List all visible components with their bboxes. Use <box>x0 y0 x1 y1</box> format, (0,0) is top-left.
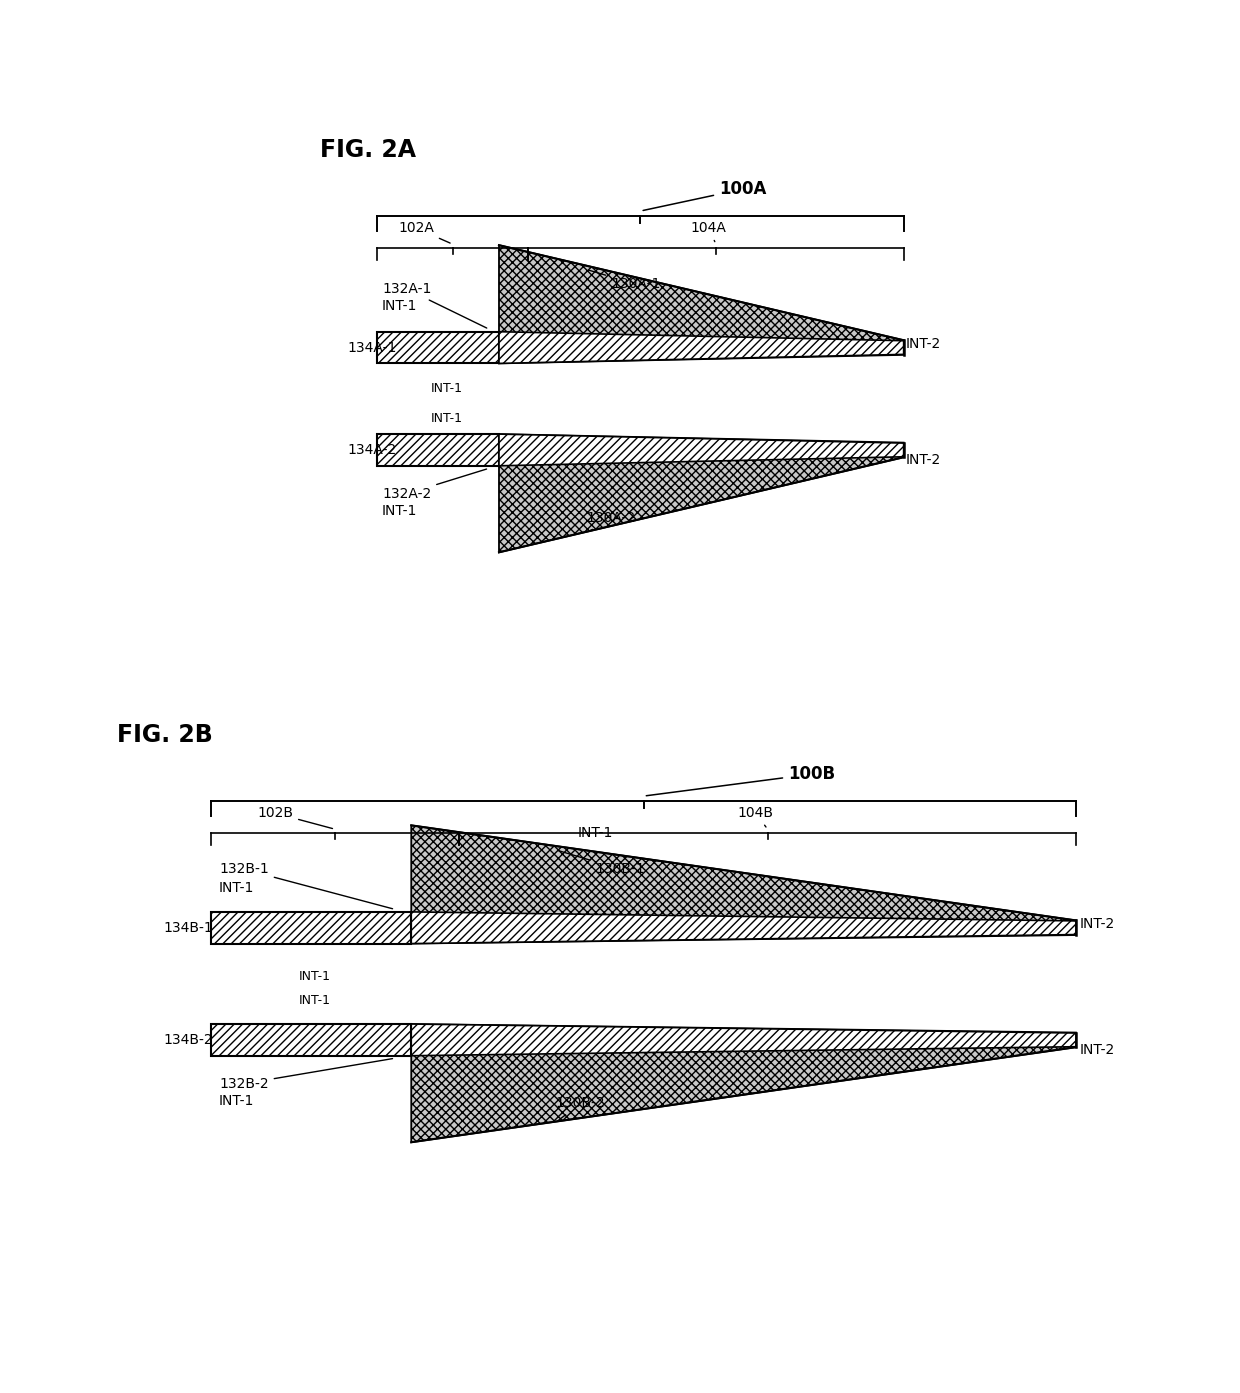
Text: INT-1: INT-1 <box>219 880 254 894</box>
Text: 134B-1: 134B-1 <box>162 921 213 935</box>
Polygon shape <box>412 825 1076 943</box>
Text: INT-1: INT-1 <box>382 504 418 518</box>
Text: FIG. 2B: FIG. 2B <box>117 723 212 747</box>
Text: 100B: 100B <box>646 765 836 795</box>
Text: INT-1: INT-1 <box>299 995 331 1007</box>
Text: 130B-2: 130B-2 <box>556 1096 605 1121</box>
Text: 104B: 104B <box>738 807 774 827</box>
Text: 134A-1: 134A-1 <box>348 340 397 355</box>
Text: INT-2: INT-2 <box>1080 917 1115 931</box>
Text: 102B: 102B <box>257 807 332 829</box>
Text: INT-1: INT-1 <box>219 1094 254 1107</box>
Text: INT-1: INT-1 <box>382 299 418 313</box>
Text: 132B-2: 132B-2 <box>219 1059 393 1091</box>
Text: INT-2: INT-2 <box>1080 1042 1115 1057</box>
Text: INT-2: INT-2 <box>906 337 941 351</box>
Text: INT-1: INT-1 <box>578 826 613 840</box>
Bar <box>211 1024 412 1056</box>
Polygon shape <box>498 245 904 364</box>
Polygon shape <box>498 332 904 364</box>
Text: 100A: 100A <box>644 180 766 210</box>
Text: INT-1: INT-1 <box>430 383 463 396</box>
Text: INT-1: INT-1 <box>430 412 463 425</box>
Text: 132B-1: 132B-1 <box>219 862 393 908</box>
Text: 130A-2: 130A-2 <box>587 511 636 531</box>
Text: 134B-2: 134B-2 <box>162 1032 212 1048</box>
Text: FIG. 2A: FIG. 2A <box>320 138 415 163</box>
Text: 104A: 104A <box>691 221 727 241</box>
Polygon shape <box>498 435 904 465</box>
Bar <box>211 912 412 943</box>
Text: 134A-2: 134A-2 <box>348 443 397 457</box>
Polygon shape <box>412 912 1076 943</box>
Text: INT-1: INT-1 <box>299 970 331 983</box>
Text: 130B-1: 130B-1 <box>558 851 645 876</box>
Text: INT-2: INT-2 <box>906 453 941 467</box>
Text: 130A-1: 130A-1 <box>589 270 661 291</box>
Polygon shape <box>412 1024 1076 1142</box>
Polygon shape <box>412 1024 1076 1056</box>
Text: 132A-2: 132A-2 <box>382 469 486 501</box>
Bar <box>377 435 498 465</box>
Polygon shape <box>498 435 904 552</box>
Text: 102A: 102A <box>398 221 450 242</box>
Bar <box>377 332 498 364</box>
Text: 132A-1: 132A-1 <box>382 281 487 329</box>
